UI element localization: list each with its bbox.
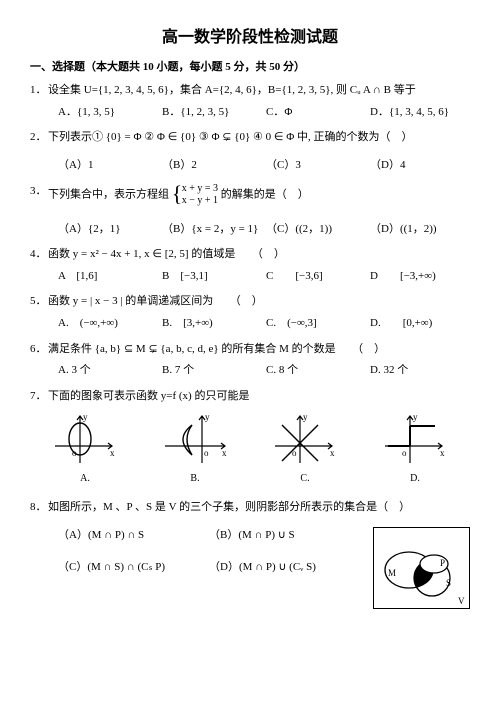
q5-text: 函数 y = | x − 3 | 的单调递减区间为 （ ） <box>48 293 470 311</box>
q6-opt-a: A. 3 个 <box>58 362 158 380</box>
svg-text:V: V <box>458 596 465 606</box>
q4-text: 函数 y = x² − 4x + 1, x ∈ [2, 5] 的值域是 （ ） <box>48 246 470 264</box>
q7-graph-c: y x o C. <box>250 411 360 487</box>
q3-num: 3． <box>30 183 48 207</box>
question-8: 8． 如图所示，M 、P 、S 是 V 的三个子集，则阴影部分所表示的集合是（ … <box>30 499 470 609</box>
svg-text:M: M <box>388 568 396 578</box>
q1-num: 1． <box>30 82 48 100</box>
section-1-header: 一、选择题（本大题共 10 小题，每小题 5 分，共 50 分） <box>30 59 470 77</box>
section-1-note: （本大题共 10 小题，每小题 5 分，共 50 分） <box>85 61 305 73</box>
q5-opt-a: A. (−∞,+∞) <box>58 315 158 333</box>
svg-text:x: x <box>440 448 445 458</box>
q1-opt-c: C．Φ <box>266 104 366 122</box>
svg-text:o: o <box>292 448 297 458</box>
q3-opt-c: （C）((2，1)) <box>266 221 366 239</box>
q6-num: 6． <box>30 341 48 359</box>
section-1-label: 一、选择题 <box>30 61 85 73</box>
svg-text:S: S <box>446 578 451 588</box>
question-5: 5． 函数 y = | x − 3 | 的单调递减区间为 （ ） A. (−∞,… <box>30 293 470 332</box>
svg-text:P: P <box>440 558 445 568</box>
svg-text:y: y <box>303 412 308 422</box>
q8-venn: M P S V <box>373 527 470 609</box>
q6-opt-d: D. 32 个 <box>370 362 470 380</box>
q7-lbl-b: B. <box>140 471 250 487</box>
q7-lbl-a: A. <box>30 471 140 487</box>
svg-text:y: y <box>413 412 418 422</box>
q2-opt-c: （C）3 <box>266 157 366 175</box>
q3-opt-b: （B）{x = 2，y = 1} <box>162 221 262 239</box>
q7-lbl-c: C. <box>250 471 360 487</box>
q4-num: 4． <box>30 246 48 264</box>
svg-text:x: x <box>330 448 335 458</box>
question-2: 2． 下列表示① {0} = Φ ② Φ ∈ {0} ③ Φ ⊊ {0} ④ 0… <box>30 129 470 174</box>
q2-text: 下列表示① {0} = Φ ② Φ ∈ {0} ③ Φ ⊊ {0} ④ 0 ∈ … <box>48 129 470 147</box>
q3-sys1: x + y = 3 <box>182 183 218 195</box>
q1-opt-a: A．{1, 3, 5} <box>58 104 158 122</box>
q8-opt-a: （A）(M ∩ P) ∩ S <box>58 527 209 545</box>
q7-graphs: y x o A. y x o B. <box>30 411 470 487</box>
q8-opt-b: （B）(M ∩ P) ∪ S <box>209 527 360 545</box>
q1-text: 设全集 U={1, 2, 3, 4, 5, 6}，集合 A={2, 4, 6}，… <box>48 82 470 100</box>
page-title: 高一数学阶段性检测试题 <box>30 25 470 51</box>
q3-opt-a: （A）{2，1} <box>58 221 158 239</box>
question-6: 6． 满足条件 {a, b} ⊆ M ⊊ {a, b, c, d, e} 的所有… <box>30 341 470 380</box>
q1-opt-b: B．{1, 2, 3, 5} <box>162 104 262 122</box>
question-1: 1． 设全集 U={1, 2, 3, 4, 5, 6}，集合 A={2, 4, … <box>30 82 470 121</box>
svg-text:y: y <box>205 412 210 422</box>
svg-text:x: x <box>110 448 115 458</box>
q7-graph-b: y x o B. <box>140 411 250 487</box>
question-3: 3． 下列集合中，表示方程组 x + y = 3 x − y + 1 的解集的是… <box>30 183 470 239</box>
q7-graph-d: y x o D. <box>360 411 470 487</box>
q2-opt-b: （B）2 <box>162 157 262 175</box>
q4-opt-d: D [−3,+∞) <box>370 268 470 286</box>
q5-opt-b: B. [3,+∞) <box>162 315 262 333</box>
q8-text: 如图所示，M 、P 、S 是 V 的三个子集，则阴影部分所表示的集合是（ ） <box>48 499 470 517</box>
q2-opt-d: （D）4 <box>370 157 470 175</box>
svg-text:o: o <box>72 448 77 458</box>
q2-opt-a: （A）1 <box>58 157 158 175</box>
svg-text:o: o <box>402 448 407 458</box>
q3-sys2: x − y + 1 <box>182 195 218 207</box>
svg-text:x: x <box>222 448 227 458</box>
q7-text: 下面的图象可表示函数 y=f (x) 的只可能是 <box>48 388 470 406</box>
q3-opt-d: （D）((1，2)) <box>370 221 470 239</box>
q5-opt-d: D. [0,+∞) <box>370 315 470 333</box>
q6-opt-c: C. 8 个 <box>266 362 366 380</box>
q7-num: 7． <box>30 388 48 406</box>
q7-graph-a: y x o A. <box>30 411 140 487</box>
q3-system: x + y = 3 x − y + 1 <box>172 183 218 207</box>
q2-num: 2． <box>30 129 48 147</box>
q8-opt-d: （D）(M ∩ P) ∪ (Cᵥ S) <box>209 559 360 577</box>
svg-text:y: y <box>83 412 88 422</box>
svg-text:o: o <box>204 448 209 458</box>
q3-body: 下列集合中，表示方程组 x + y = 3 x − y + 1 的解集的是（ ） <box>48 183 470 207</box>
q5-num: 5． <box>30 293 48 311</box>
question-4: 4． 函数 y = x² − 4x + 1, x ∈ [2, 5] 的值域是 （… <box>30 246 470 285</box>
q3-post: 的解集的是（ ） <box>221 188 309 200</box>
q6-opt-b: B. 7 个 <box>162 362 262 380</box>
q1-opt-d: D．{1, 3, 4, 5, 6} <box>370 104 470 122</box>
q4-opt-c: C [−3,6] <box>266 268 366 286</box>
q4-opt-b: B [−3,1] <box>162 268 262 286</box>
q5-opt-c: C. (−∞,3] <box>266 315 366 333</box>
q8-opt-c: （C）(M ∩ S) ∩ (Cₛ P) <box>58 559 209 577</box>
q3-pre: 下列集合中，表示方程组 <box>48 188 169 200</box>
q6-text: 满足条件 {a, b} ⊆ M ⊊ {a, b, c, d, e} 的所有集合 … <box>48 341 470 359</box>
q4-opt-a: A [1,6] <box>58 268 158 286</box>
question-7: 7． 下面的图象可表示函数 y=f (x) 的只可能是 y x o A. <box>30 388 470 488</box>
q7-lbl-d: D. <box>360 471 470 487</box>
q8-num: 8． <box>30 499 48 517</box>
